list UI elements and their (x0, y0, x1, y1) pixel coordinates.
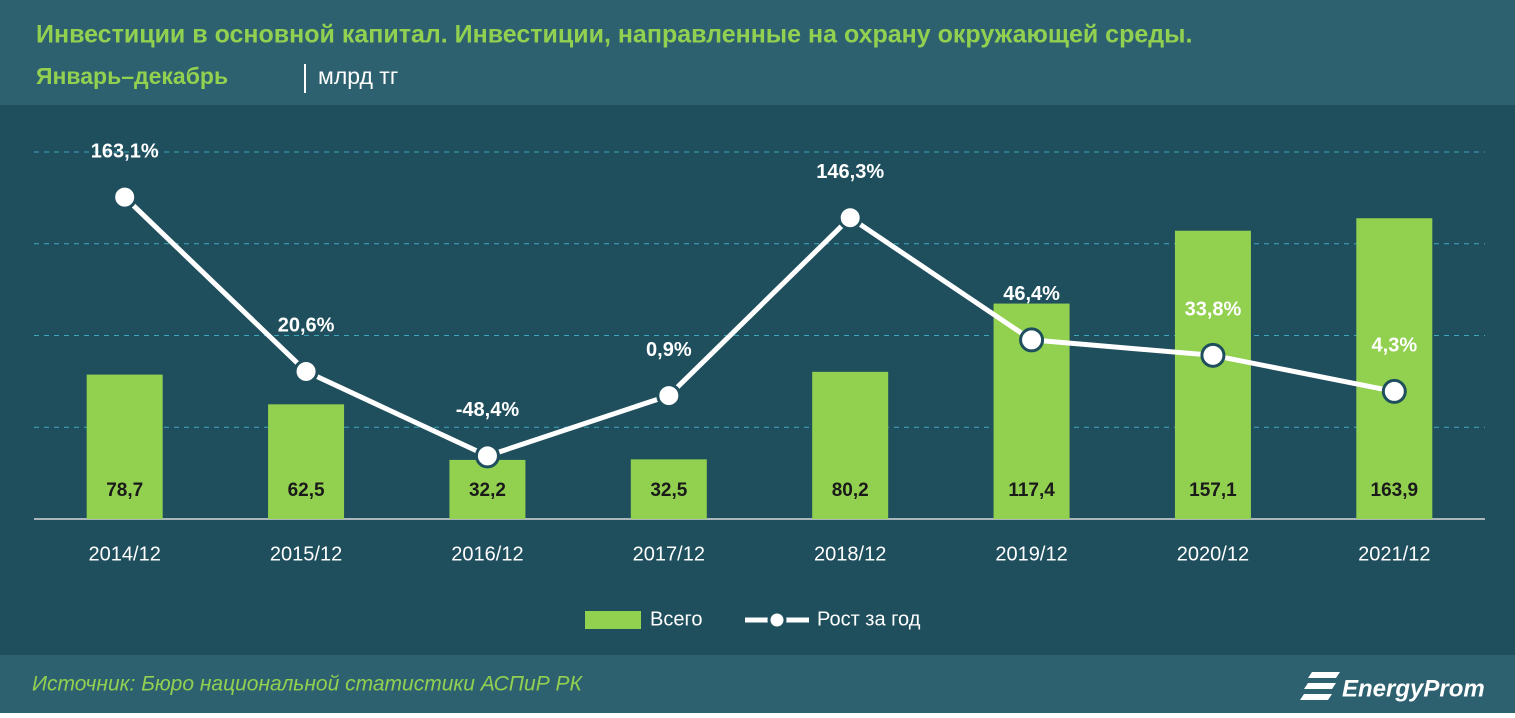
brand-logo: EnergyProm (1300, 672, 1485, 702)
bar (812, 371, 889, 519)
line-value-label: 33,8% (1185, 299, 1242, 321)
bar (630, 459, 707, 519)
footer-band (0, 655, 1515, 713)
chart-title: Инвестиции в основной капитал. Инвестици… (36, 21, 1192, 49)
line-value-label: 46,4% (1003, 283, 1060, 305)
bar-value-label: 163,9 (1371, 480, 1419, 501)
subtitle: Январь–декабрь (36, 63, 228, 89)
legend-swatch (585, 611, 641, 629)
bar (1174, 230, 1251, 519)
x-tick-label: 2020/12 (1177, 543, 1249, 565)
line-point (837, 205, 863, 231)
bar-value-label: 157,1 (1189, 480, 1237, 501)
bar (86, 374, 163, 519)
bar-value-label: 62,5 (288, 480, 325, 501)
bar-value-label: 32,5 (650, 480, 687, 501)
bar-value-label: 32,2 (469, 480, 506, 501)
line (122, 195, 1395, 459)
line-value-label: 163,1% (91, 140, 159, 162)
x-tick-label: 2015/12 (270, 543, 342, 565)
bar-value-label: 117,4 (1008, 480, 1055, 501)
line-point (293, 358, 319, 384)
line-point (1019, 327, 1045, 353)
bar-value-label: 78,7 (106, 480, 143, 501)
legend-point (767, 610, 787, 630)
bar (268, 404, 345, 519)
line-point (1381, 378, 1407, 404)
x-tick-label: 2017/12 (633, 543, 705, 565)
header-band (0, 0, 1515, 105)
bar (1356, 218, 1433, 519)
line-value-label: 0,9% (646, 339, 692, 361)
logo-icon (1300, 672, 1340, 700)
x-tick-label: 2014/12 (89, 543, 161, 565)
line-value-label: 4,3% (1372, 335, 1418, 357)
line-point (1200, 342, 1226, 368)
line-point (474, 443, 500, 469)
x-tick-label: 2021/12 (1358, 543, 1430, 565)
line-point (656, 383, 682, 409)
legend-label: Всего (650, 608, 702, 630)
line-value-label: -48,4% (456, 399, 520, 421)
bar-value-label: 80,2 (832, 480, 869, 501)
line-value-label: 146,3% (816, 161, 884, 183)
x-tick-label: 2018/12 (814, 543, 886, 565)
bar (449, 459, 526, 519)
brand: EnergyProm (1342, 675, 1485, 702)
source: Источник: Бюро национальной статистики А… (32, 673, 584, 696)
unit: млрд тг (318, 63, 398, 89)
line-point (112, 184, 138, 210)
x-tick-label: 2019/12 (995, 543, 1067, 565)
line-value-label: 20,6% (278, 315, 335, 337)
legend-label: Рост за год (817, 608, 921, 630)
x-tick-label: 2016/12 (451, 543, 523, 565)
